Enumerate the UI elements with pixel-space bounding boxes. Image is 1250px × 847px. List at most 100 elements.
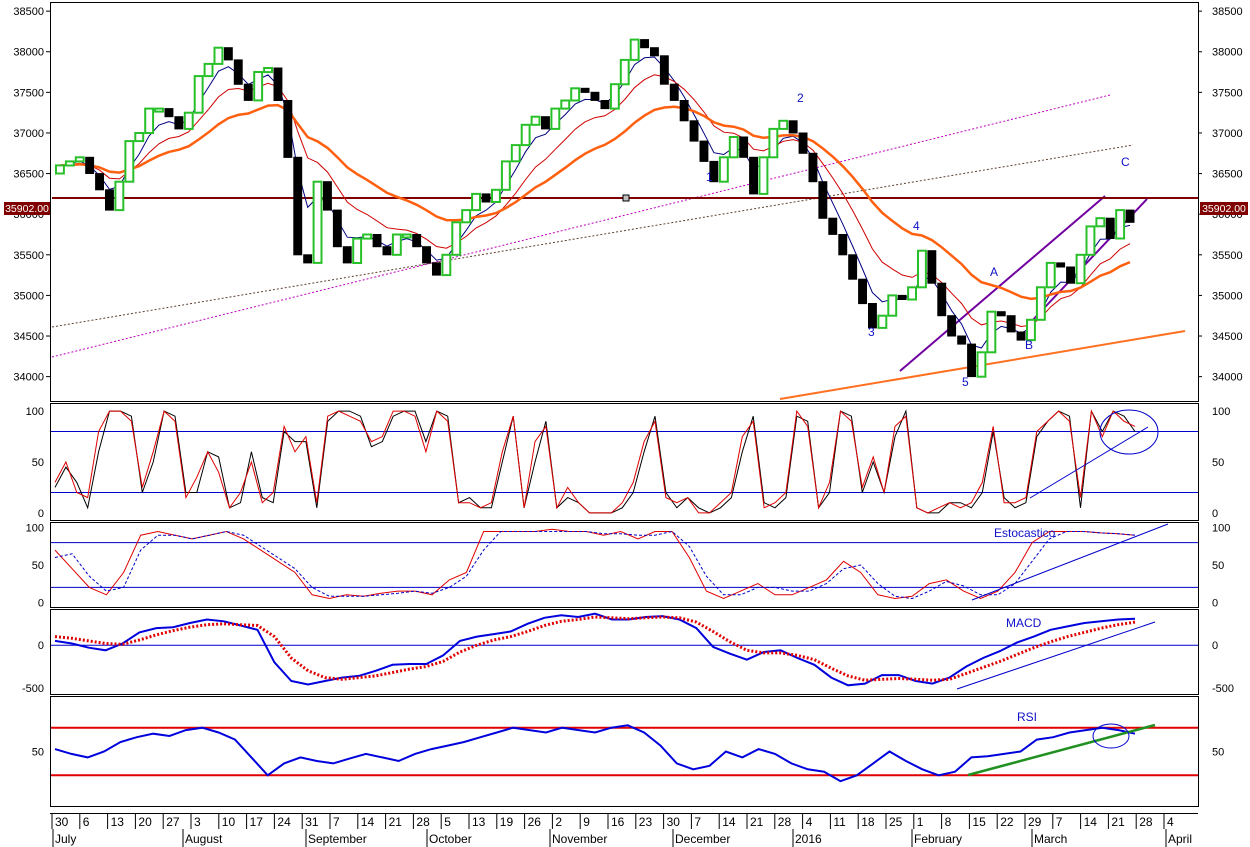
price-brick — [897, 294, 907, 300]
price-brick — [203, 62, 214, 78]
x-axis-day-label: 7 — [694, 815, 701, 829]
price-brick — [451, 221, 462, 256]
price-brick — [917, 249, 927, 289]
price-brick — [629, 38, 640, 61]
price-brick — [838, 234, 848, 256]
x-axis-day-label: 17 — [250, 815, 264, 829]
price-brick — [709, 160, 719, 183]
x-axis-day-label: 9 — [583, 815, 590, 829]
x-axis-month-label: April — [1168, 832, 1192, 846]
price-brick — [530, 115, 541, 126]
price-brick — [1035, 286, 1046, 321]
price-brick — [976, 351, 987, 378]
price-brick — [937, 282, 947, 317]
stochastic-slow-k-line — [54, 528, 1136, 600]
price-brick — [1056, 262, 1066, 268]
stochastic-slow-trendline — [971, 523, 1169, 601]
price-brick — [312, 180, 323, 264]
price-brick — [1026, 318, 1036, 342]
price-brick — [887, 294, 898, 317]
price-brick — [174, 116, 184, 130]
x-axis-day-label: 28 — [778, 815, 792, 829]
price-brick — [461, 209, 472, 224]
x-axis-day-label: 25 — [889, 815, 903, 829]
current-price-marker[interactable] — [622, 194, 630, 202]
price-brick — [798, 132, 808, 154]
x-axis-day-label: 1 — [917, 815, 924, 829]
x-axis-day-label: 8 — [945, 815, 952, 829]
stochastic-slow-levels — [51, 542, 1198, 588]
price-brick — [848, 254, 858, 280]
price-brick — [600, 100, 610, 110]
price-y-tick: 34000 — [1212, 372, 1243, 384]
price-brick — [500, 160, 511, 191]
price-label-right-text: 35902.00 — [1202, 203, 1246, 215]
wave-label-C: C — [1121, 155, 1130, 169]
rsi-panel: 50 50 RSI — [32, 710, 1224, 783]
wave-label-5: 5 — [962, 375, 969, 389]
price-y-axis-left: 3400034500350003550036000365003700037500… — [13, 6, 50, 384]
price-y-tick: 38500 — [13, 6, 44, 18]
x-axis-day-label: 20 — [138, 815, 152, 829]
price-brick — [154, 107, 165, 113]
price-brick — [788, 120, 798, 134]
price-brick — [609, 83, 620, 110]
price-brick — [1006, 315, 1016, 333]
x-axis-day-label: 13 — [472, 815, 486, 829]
x-axis-day-label: 6 — [83, 815, 90, 829]
price-brick — [520, 123, 531, 147]
price-brick — [1075, 253, 1086, 285]
price-brick — [669, 83, 679, 101]
price-brick — [957, 335, 967, 345]
price-y-tick: 35000 — [13, 290, 44, 302]
price-panel: 3400034500350003550036000365003700037500… — [4, 6, 1248, 400]
price-brick — [986, 310, 997, 354]
x-axis-day-label: 14 — [722, 815, 736, 829]
x-axis-day-label: 3 — [194, 815, 201, 829]
indicator-y-tick: 0 — [1212, 640, 1218, 652]
x-axis-day-label: 18 — [861, 815, 875, 829]
price-brick — [619, 58, 630, 86]
price-brick — [868, 303, 877, 329]
indicator-y-tick: 50 — [32, 747, 44, 759]
price-brick — [273, 67, 283, 101]
price-brick — [808, 152, 818, 183]
x-axis-month-label: August — [185, 832, 223, 846]
price-label-right: 35902.00 — [1200, 202, 1248, 215]
price-brick — [491, 188, 501, 204]
x-axis-day-label: 31 — [305, 815, 319, 829]
ma-long-line — [59, 103, 1131, 301]
wave-label-A: A — [990, 265, 998, 279]
x-axis-day-label: 21 — [1111, 815, 1125, 829]
price-brick — [342, 246, 352, 264]
x-axis-day-label: 28 — [1139, 815, 1153, 829]
price-brick — [560, 99, 571, 110]
macd-panel: -500 -500 0 0 MACD — [22, 612, 1234, 695]
price-brick — [323, 181, 332, 211]
price-brick — [1066, 266, 1075, 284]
indicator-y-tick: 50 — [1212, 560, 1224, 572]
price-brick — [758, 156, 769, 195]
price-y-tick: 38000 — [1212, 47, 1243, 59]
price-y-tick: 38500 — [1212, 6, 1243, 18]
x-axis-month-label: October — [429, 832, 472, 846]
price-brick — [1045, 261, 1056, 289]
indicator-y-tick: 100 — [26, 523, 44, 535]
stochastic-slow-y-axis: 0 0 50 50 100 100 — [26, 523, 1231, 610]
price-brick — [699, 140, 709, 162]
price-brick — [1016, 331, 1026, 341]
price-brick — [728, 136, 739, 159]
price-brick — [1085, 225, 1096, 256]
price-brick — [105, 189, 114, 211]
x-axis-day-label: 4 — [1167, 815, 1174, 829]
stochastic-fast-levels — [51, 431, 1198, 493]
price-y-tick: 35500 — [1212, 250, 1243, 262]
x-axis-day-label: 10 — [222, 815, 236, 829]
x-axis-day-label: 23 — [639, 815, 653, 829]
indicator-y-tick: -500 — [22, 683, 44, 695]
price-y-tick: 35500 — [13, 250, 44, 262]
price-brick — [739, 136, 749, 158]
indicator-y-tick: 50 — [1212, 457, 1224, 469]
x-axis-day-labels: 30 6 13 20 27 3 10 17 24 31 7 14 21 28 5 13 19 26 2 9 16 23 30… — [51, 813, 1174, 829]
x-axis-month-label: November — [552, 832, 607, 846]
